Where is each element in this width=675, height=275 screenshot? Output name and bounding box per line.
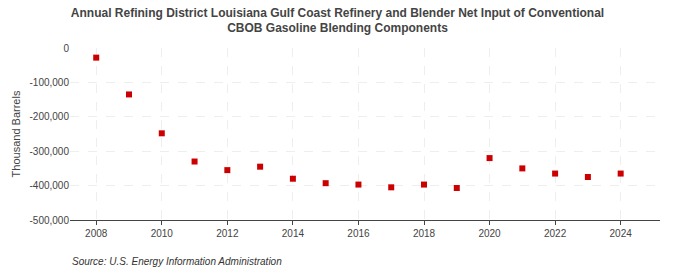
- svg-text:Annual Refining District Louis: Annual Refining District Louisiana Gulf …: [71, 6, 604, 36]
- svg-text:-500,000: -500,000: [30, 215, 70, 226]
- svg-text:2024: 2024: [610, 228, 633, 239]
- svg-text:Thousand Barrels: Thousand Barrels: [10, 90, 22, 177]
- svg-text:2012: 2012: [216, 228, 239, 239]
- svg-text:-400,000: -400,000: [30, 180, 70, 191]
- svg-text:2016: 2016: [347, 228, 370, 239]
- svg-text:-200,000: -200,000: [30, 111, 70, 122]
- svg-text:Source: U.S. Energy Informatio: Source: U.S. Energy Information Administ…: [72, 256, 282, 267]
- svg-text:2014: 2014: [282, 228, 305, 239]
- svg-text:2018: 2018: [413, 228, 436, 239]
- svg-text:0: 0: [63, 43, 69, 54]
- svg-text:2010: 2010: [151, 228, 174, 239]
- svg-text:2022: 2022: [544, 228, 567, 239]
- svg-text:-100,000: -100,000: [30, 77, 70, 88]
- svg-text:2008: 2008: [85, 228, 108, 239]
- svg-text:2020: 2020: [478, 228, 501, 239]
- svg-text:-300,000: -300,000: [30, 146, 70, 157]
